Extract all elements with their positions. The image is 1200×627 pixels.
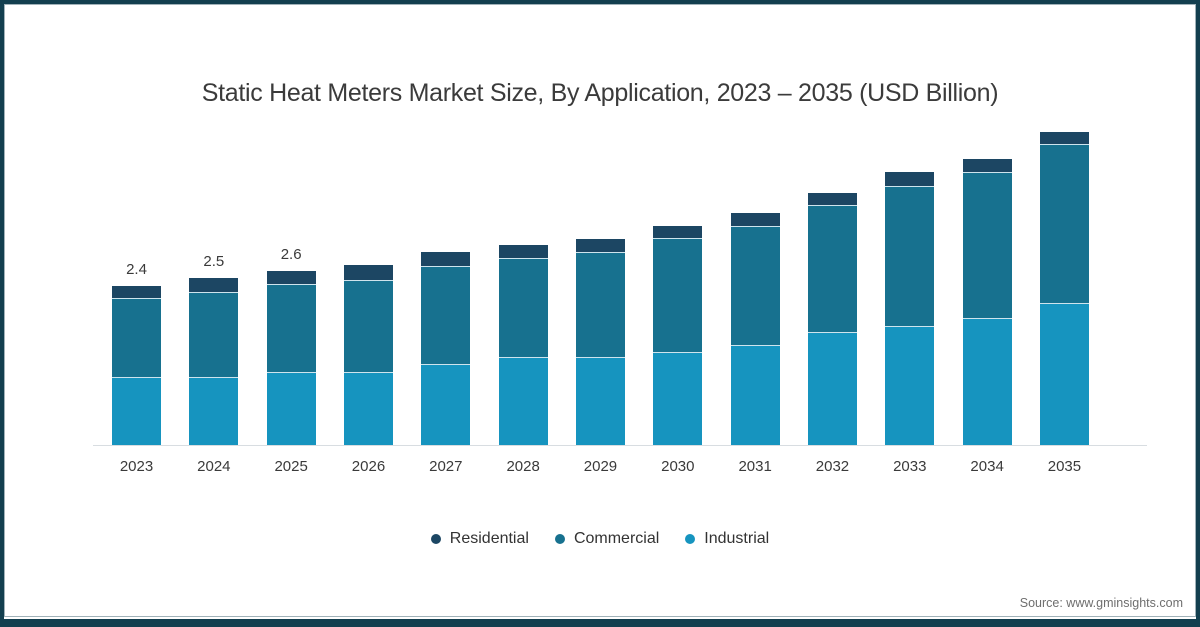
segment-residential-2029 bbox=[575, 239, 625, 252]
segment-industrial-2030 bbox=[653, 352, 703, 445]
segment-commercial-2033 bbox=[885, 186, 935, 326]
bar-2024: 2.5 bbox=[189, 253, 239, 445]
x-axis-label-2032: 2032 bbox=[815, 458, 850, 475]
segment-industrial-2033 bbox=[885, 326, 935, 445]
x-axis-label-2029: 2029 bbox=[583, 458, 618, 475]
segment-residential-2033 bbox=[885, 172, 935, 186]
bar-2033 bbox=[885, 172, 935, 445]
segment-commercial-2023 bbox=[112, 298, 161, 377]
x-axis-label-2035: 2035 bbox=[1047, 458, 1082, 475]
bar-total-label-2023: 2.4 bbox=[126, 261, 147, 278]
segment-commercial-2029 bbox=[575, 252, 625, 357]
segment-residential-2032 bbox=[807, 193, 857, 205]
segment-residential-2025 bbox=[266, 271, 316, 284]
segment-residential-2023 bbox=[112, 286, 161, 298]
bar-2027 bbox=[421, 252, 471, 445]
segment-residential-2028 bbox=[498, 245, 548, 258]
bar-2023: 2.4 bbox=[112, 261, 161, 445]
legend-label-residential: Residential bbox=[449, 530, 529, 547]
source-attribution: Source: www.gminsights.com bbox=[1019, 596, 1183, 610]
x-axis-label-2033: 2033 bbox=[893, 458, 927, 475]
segment-residential-2026 bbox=[343, 265, 393, 280]
bar-2035 bbox=[1039, 132, 1089, 445]
segment-industrial-2029 bbox=[575, 357, 625, 445]
segment-commercial-2026 bbox=[343, 280, 393, 372]
segment-commercial-2027 bbox=[421, 266, 471, 364]
bar-2028 bbox=[498, 245, 548, 445]
segment-commercial-2034 bbox=[962, 172, 1012, 318]
bar-total-label-2024: 2.5 bbox=[203, 253, 225, 270]
segment-industrial-2023 bbox=[112, 377, 161, 445]
segment-residential-2030 bbox=[653, 226, 703, 238]
chart-legend: Residential Commercial Industrial bbox=[0, 530, 1200, 548]
x-axis-label-2026: 2026 bbox=[351, 458, 386, 475]
x-axis-label-2028: 2028 bbox=[506, 458, 540, 475]
x-axis-labels: 2023 2024 2025 2026 2027 2028 2029 2030 2031 2032… bbox=[112, 458, 1089, 475]
segment-commercial-2024 bbox=[189, 292, 239, 377]
segment-industrial-2032 bbox=[807, 332, 857, 445]
segment-industrial-2024 bbox=[189, 377, 239, 445]
segment-residential-2031 bbox=[730, 213, 780, 226]
segment-commercial-2032 bbox=[807, 205, 857, 332]
segment-residential-2034 bbox=[962, 159, 1012, 172]
bar-2026 bbox=[343, 265, 393, 445]
segment-commercial-2025 bbox=[266, 284, 316, 372]
segment-commercial-2035 bbox=[1039, 144, 1089, 303]
segment-industrial-2027 bbox=[421, 364, 471, 445]
legend-dot-industrial bbox=[685, 534, 696, 544]
legend-label-industrial: Industrial bbox=[704, 530, 770, 547]
legend-label-commercial: Commercial bbox=[573, 530, 660, 547]
x-axis-label-2034: 2034 bbox=[970, 458, 1004, 475]
segment-residential-2027 bbox=[421, 252, 471, 266]
segment-industrial-2035 bbox=[1039, 303, 1089, 445]
bar-2025: 2.6 bbox=[266, 246, 316, 445]
x-axis-label-2024: 2024 bbox=[197, 458, 231, 475]
x-axis-label-2023: 2023 bbox=[119, 458, 154, 475]
bar-2034 bbox=[962, 159, 1012, 445]
legend-item-residential: Residential bbox=[430, 530, 529, 548]
segment-industrial-2025 bbox=[266, 372, 316, 445]
chart-title: Static Heat Meters Market Size, By Appli… bbox=[201, 79, 999, 107]
legend-dot-residential bbox=[430, 534, 441, 544]
bar-2029 bbox=[575, 239, 625, 445]
legend-dot-commercial bbox=[554, 534, 565, 544]
segment-residential-2035 bbox=[1039, 132, 1089, 144]
segment-commercial-2028 bbox=[498, 258, 548, 357]
x-axis-line bbox=[93, 445, 1147, 446]
segment-industrial-2034 bbox=[962, 318, 1012, 445]
x-axis-label-2030: 2030 bbox=[661, 458, 695, 475]
bar-plot-area: 2.4 2.5 2.6 bbox=[112, 0, 1089, 445]
segment-industrial-2028 bbox=[498, 357, 548, 445]
x-axis-label-2031: 2031 bbox=[738, 458, 772, 475]
x-axis-label-2025: 2025 bbox=[274, 458, 308, 475]
segment-industrial-2031 bbox=[730, 345, 780, 445]
legend-item-commercial: Commercial bbox=[554, 530, 660, 548]
bar-2031 bbox=[730, 213, 780, 445]
x-axis-label-2027: 2027 bbox=[429, 458, 463, 475]
segment-commercial-2030 bbox=[653, 238, 703, 352]
bar-2030 bbox=[653, 226, 703, 445]
segment-residential-2024 bbox=[189, 278, 239, 292]
bar-total-label-2025: 2.6 bbox=[280, 246, 302, 263]
legend-item-industrial: Industrial bbox=[685, 530, 769, 548]
segment-industrial-2026 bbox=[343, 372, 393, 445]
segment-commercial-2031 bbox=[730, 226, 780, 345]
bar-2032 bbox=[807, 193, 857, 445]
